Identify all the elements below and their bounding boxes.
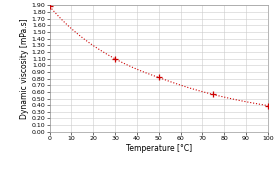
dynamic viscosity [mPa.s] <box>266 104 269 107</box>
Line: dynamic viscosity [mPa.s]: dynamic viscosity [mPa.s] <box>47 4 270 108</box>
X-axis label: Temperature [°C]: Temperature [°C] <box>126 144 192 153</box>
dynamic viscosity [mPa.s] <box>113 58 117 60</box>
dynamic viscosity [mPa.s] <box>157 76 160 79</box>
dynamic viscosity [mPa.s] <box>48 5 51 8</box>
Y-axis label: Dynamic viscosity [mPa.s]: Dynamic viscosity [mPa.s] <box>20 18 29 119</box>
dynamic viscosity [mPa.s] <box>211 93 215 96</box>
